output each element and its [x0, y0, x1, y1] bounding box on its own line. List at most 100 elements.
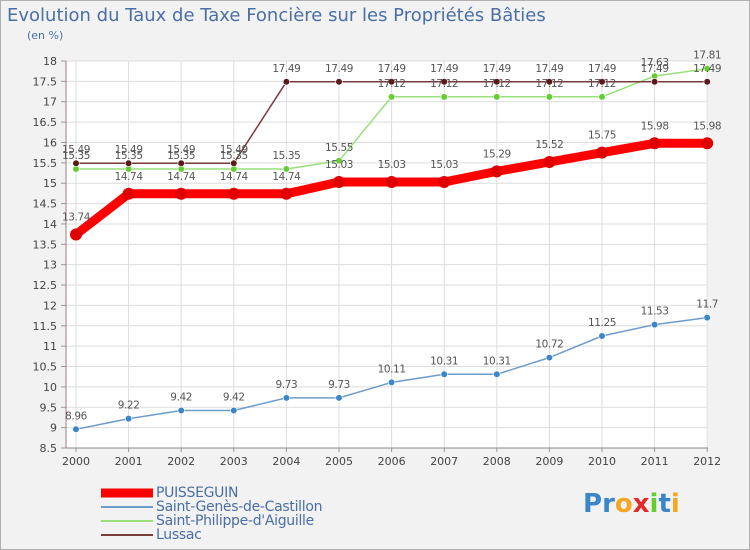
- legend-label-saint-genes: Saint-Genès-de-Castillon: [156, 499, 323, 515]
- data-label-puisseguin: 15.29: [483, 148, 511, 160]
- legend-swatch-puisseguin: [101, 488, 153, 498]
- data-label-puisseguin: 13.74: [62, 212, 91, 224]
- brand-letter: r: [602, 489, 615, 519]
- data-point-lussac: [493, 78, 501, 86]
- x-tick-label: 2002: [167, 455, 195, 468]
- legend-label-saint-philippe: Saint-Philippe-d'Aiguille: [156, 513, 314, 529]
- data-point-lussac: [282, 78, 291, 86]
- data-label-saint-genes: 10.11: [378, 363, 406, 375]
- y-tick-label: 12: [43, 299, 57, 312]
- data-label-lussac: 17.49: [641, 63, 669, 75]
- x-tick-label: 2005: [325, 455, 353, 468]
- x-tick-label: 2011: [641, 455, 669, 468]
- y-tick-label: 14.5: [33, 198, 58, 211]
- y-tick-label: 15.5: [33, 157, 58, 170]
- data-point-puisseguin: [648, 137, 661, 150]
- legend-label-puisseguin: PUISSEGUIN: [156, 485, 239, 501]
- data-label-saint-philippe: 17.12: [430, 78, 458, 90]
- data-point-saint-genes: [230, 406, 238, 415]
- data-point-puisseguin: [596, 146, 608, 159]
- y-tick-label: 13.5: [33, 238, 58, 251]
- data-point-lussac: [124, 159, 133, 167]
- y-tick-label: 18: [43, 55, 57, 68]
- data-label-saint-philippe: 17.12: [378, 78, 406, 90]
- legend-label-lussac: Lussac: [156, 527, 202, 543]
- data-point-saint-philippe: [388, 93, 396, 101]
- x-tick-label: 2006: [378, 455, 406, 468]
- data-label-lussac: 17.49: [272, 63, 300, 75]
- data-point-saint-genes: [72, 425, 80, 433]
- data-label-saint-genes: 9.42: [223, 392, 245, 404]
- data-label-saint-philippe: 15.35: [272, 150, 300, 162]
- data-label-saint-genes: 8.96: [65, 410, 87, 422]
- data-label-puisseguin: 14.74: [220, 171, 249, 183]
- y-tick-label: 16: [43, 136, 57, 149]
- data-label-lussac: 17.49: [430, 63, 458, 75]
- legend-swatch-saint-genes: [101, 506, 153, 508]
- y-tick-label: 13: [43, 259, 57, 272]
- y-tick-label: 16.5: [33, 116, 58, 129]
- x-tick-label: 2001: [115, 455, 143, 468]
- data-point-lussac: [177, 159, 185, 167]
- legend-swatch-saint-philippe: [101, 520, 153, 522]
- data-label-saint-genes: 11.53: [641, 306, 669, 318]
- data-point-saint-genes: [124, 415, 133, 423]
- data-point-saint-genes: [282, 394, 291, 402]
- data-label-puisseguin: 14.74: [115, 171, 144, 183]
- brand-letter: i: [670, 489, 680, 519]
- data-label-saint-genes: 10.31: [430, 355, 458, 367]
- data-point-puisseguin: [701, 137, 714, 150]
- data-label-saint-genes: 10.72: [535, 339, 563, 351]
- y-tick-label: 11: [43, 340, 57, 353]
- data-label-puisseguin: 15.03: [430, 159, 458, 171]
- brand-logo: Proxiti: [583, 489, 680, 519]
- data-label-saint-genes: 9.73: [328, 379, 350, 391]
- data-label-lussac: 17.49: [325, 63, 353, 75]
- data-point-saint-genes: [703, 314, 711, 322]
- data-label-saint-philippe: 15.35: [62, 150, 90, 162]
- data-point-saint-genes: [598, 332, 606, 340]
- data-label-saint-philippe: 15.35: [115, 150, 143, 162]
- data-point-saint-philippe: [703, 65, 711, 73]
- data-point-puisseguin: [70, 228, 82, 241]
- x-tick-label: 2008: [483, 455, 511, 468]
- brand-letter: P: [583, 489, 603, 519]
- data-label-saint-philippe: 17.12: [588, 78, 616, 90]
- data-label-saint-philippe: 17.12: [483, 78, 511, 90]
- data-point-saint-philippe: [545, 93, 554, 101]
- plot-background: [66, 61, 708, 448]
- brand-letter: i: [649, 489, 659, 519]
- y-tick-label: 14: [43, 218, 57, 231]
- data-label-puisseguin: 15.52: [535, 139, 563, 151]
- data-label-saint-philippe: 17.12: [535, 78, 563, 90]
- data-label-lussac: 15.49: [115, 144, 143, 156]
- data-point-puisseguin: [490, 165, 503, 178]
- x-tick-label: 2007: [430, 455, 458, 468]
- data-point-saint-philippe: [493, 93, 501, 101]
- data-label-saint-philippe: 15.55: [325, 142, 353, 154]
- data-point-saint-genes: [177, 406, 185, 415]
- y-tick-label: 11.5: [33, 320, 58, 333]
- data-label-lussac: 15.49: [167, 144, 195, 156]
- data-label-puisseguin: 15.03: [378, 159, 406, 171]
- data-label-saint-genes: 9.42: [170, 392, 192, 404]
- data-point-lussac: [72, 159, 80, 167]
- data-point-lussac: [440, 78, 448, 86]
- data-point-saint-genes: [545, 353, 554, 362]
- y-tick-label: 17.5: [33, 75, 58, 88]
- data-point-puisseguin: [438, 175, 451, 188]
- data-label-lussac: 15.49: [62, 144, 90, 156]
- data-point-lussac: [388, 78, 396, 86]
- data-point-lussac: [650, 78, 659, 86]
- data-point-lussac: [598, 78, 606, 86]
- data-label-lussac: 17.49: [483, 63, 511, 75]
- data-point-saint-genes: [440, 370, 448, 378]
- data-point-saint-philippe: [598, 93, 606, 101]
- data-point-saint-genes: [650, 320, 659, 329]
- data-label-puisseguin: 15.75: [588, 130, 616, 142]
- y-tick-label: 15: [43, 177, 57, 190]
- y-tick-label: 9: [50, 422, 57, 435]
- data-label-puisseguin: 14.74: [167, 171, 196, 183]
